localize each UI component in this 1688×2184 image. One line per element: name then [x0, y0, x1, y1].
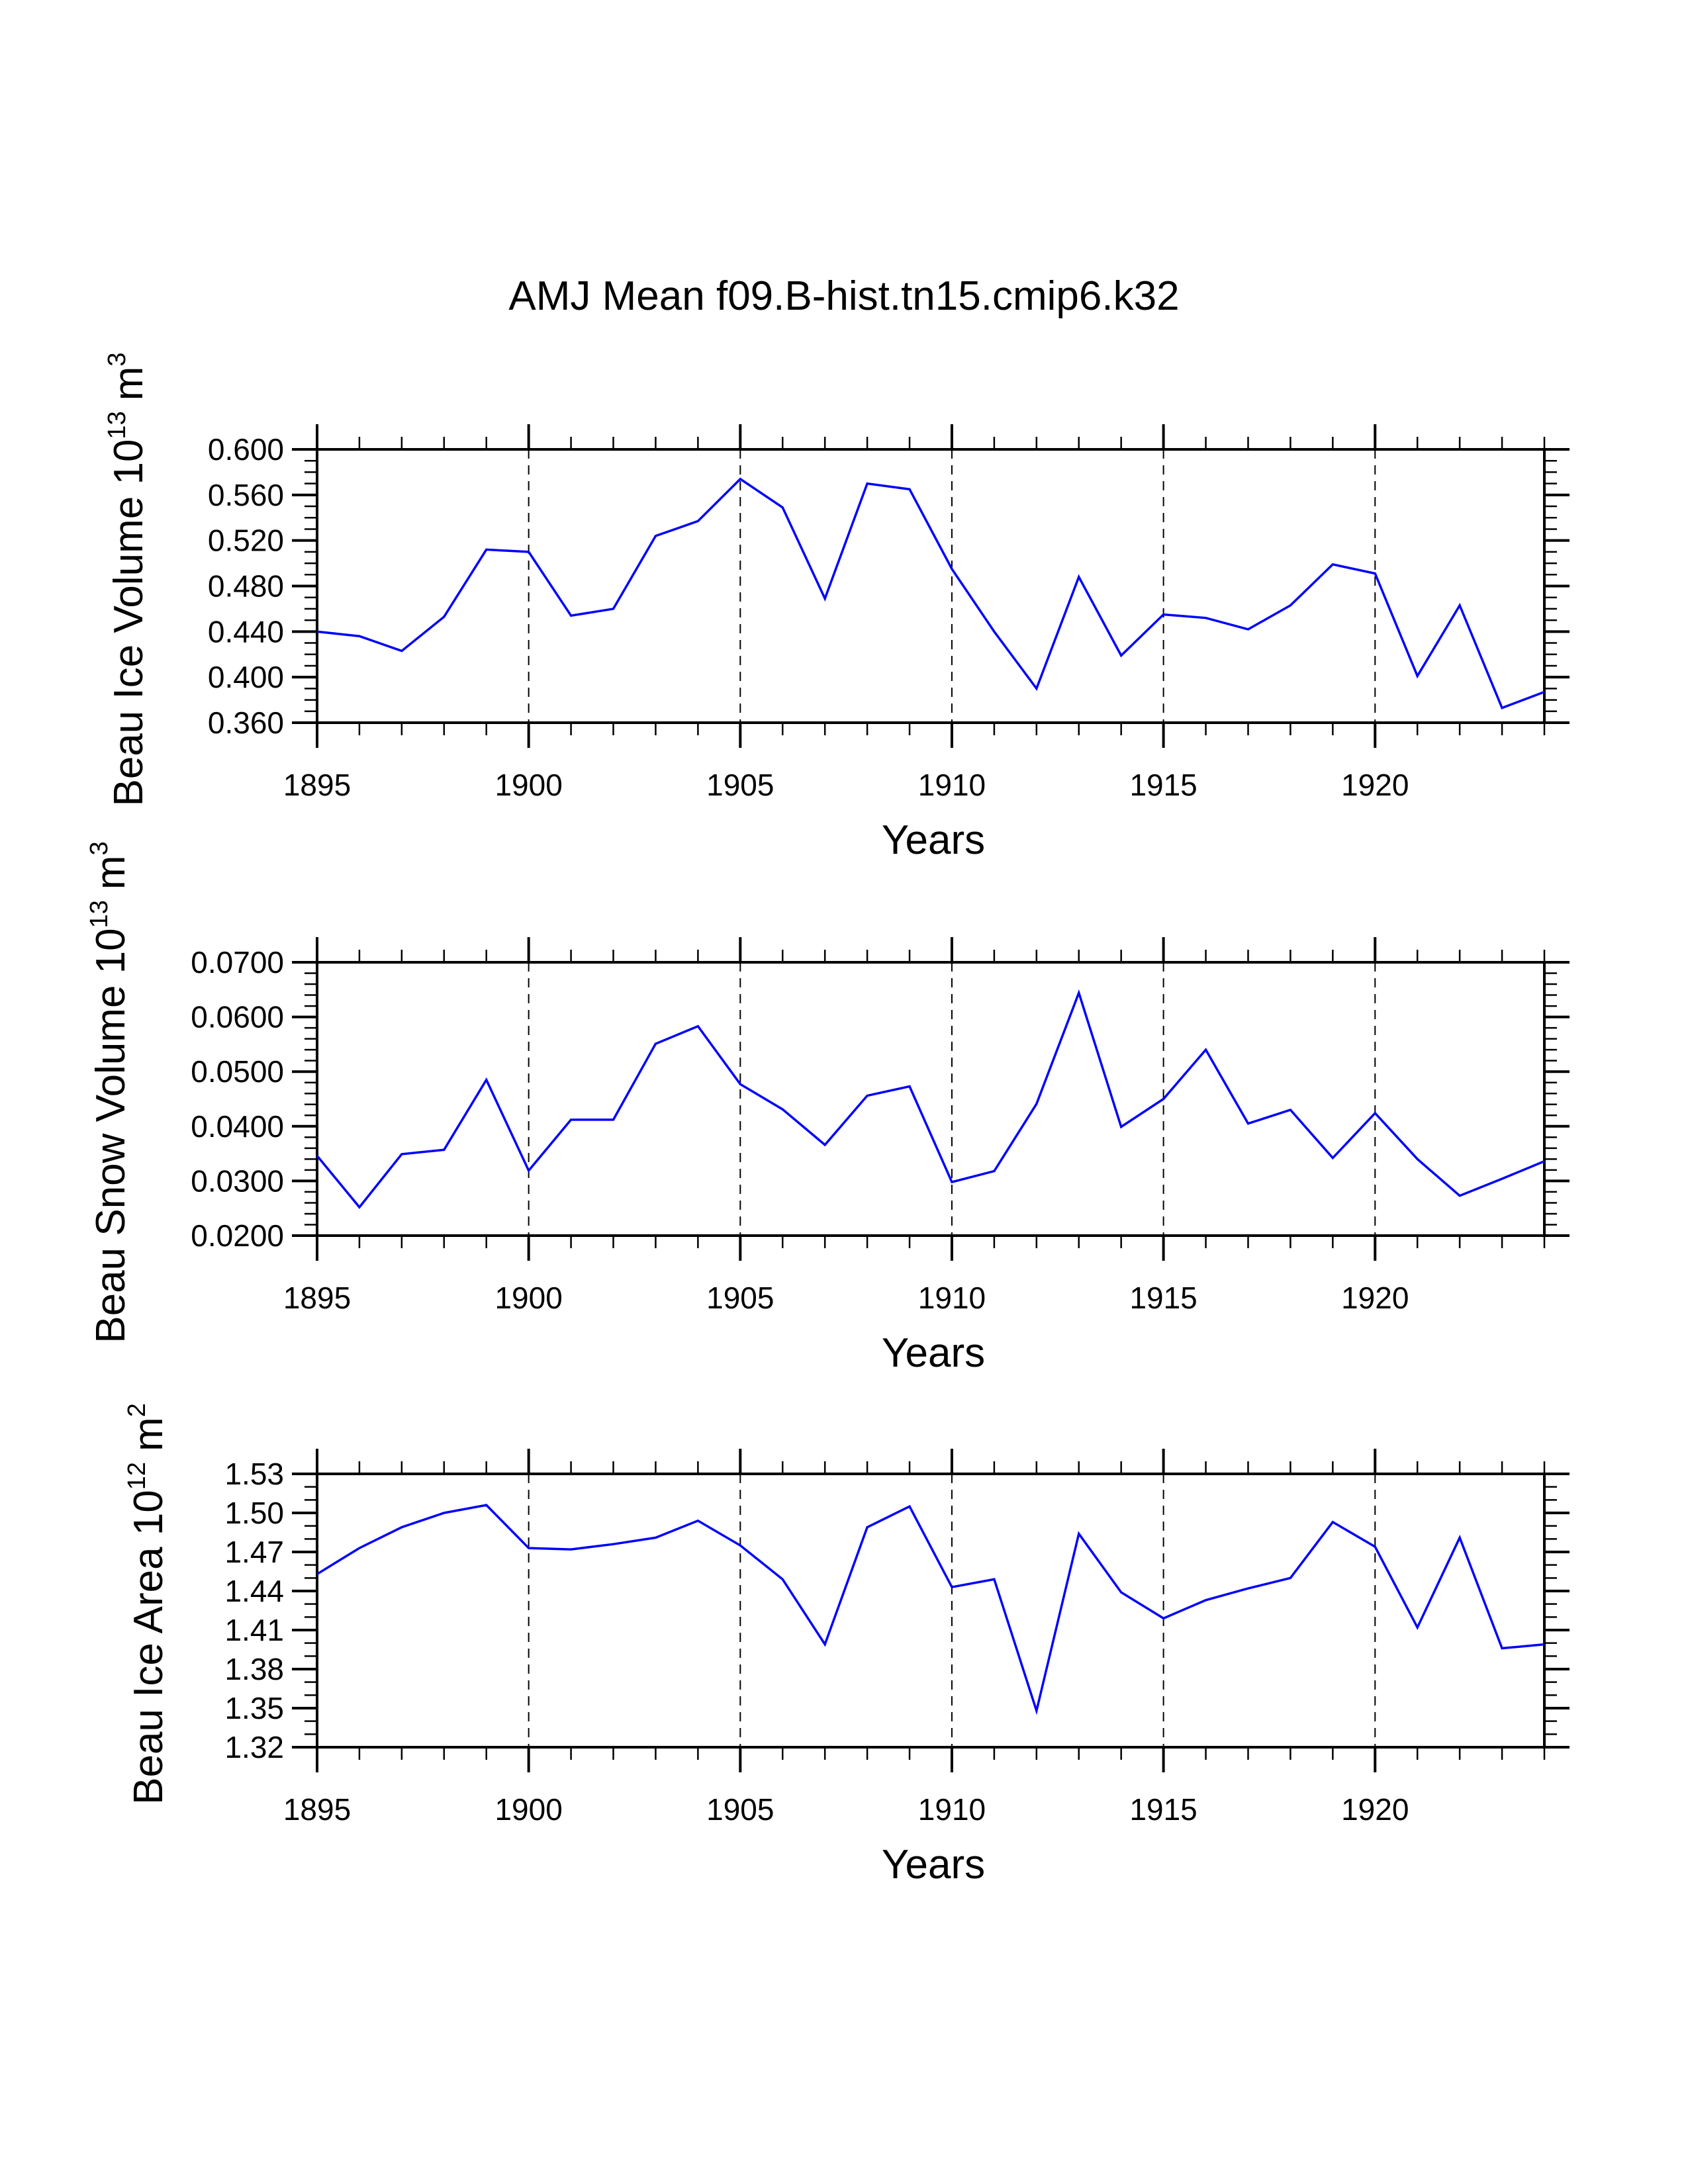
x-axis-label: Years	[882, 1330, 985, 1376]
y-label-unit: m	[88, 855, 134, 889]
plot-frame	[316, 961, 1546, 1237]
series-line	[316, 477, 1545, 709]
series-line	[316, 989, 1545, 1209]
y-tick-label: 1.41	[224, 1613, 284, 1647]
y-label-exponent: 13	[85, 900, 113, 928]
x-tick-label: 1915	[1129, 1281, 1197, 1315]
x-axis-label: Years	[882, 1842, 985, 1888]
y-tick-label: 0.0500	[191, 1054, 284, 1089]
y-tick-label: 1.35	[224, 1691, 284, 1725]
x-tick-label: 1905	[706, 1281, 774, 1315]
y-tick-label: 0.600	[208, 432, 284, 467]
y-axis-label: Beau Snow Volume 1013 m3	[85, 841, 134, 1343]
panel-2: 1895 1900 1905 1910 1915 1920 Years 0.0200 0.030…	[85, 841, 1570, 1376]
y-label-text: Beau Ice Area 10	[126, 1490, 171, 1805]
y-tick-label: 0.400	[208, 660, 284, 694]
y-tick-label: 1.44	[224, 1574, 284, 1608]
y-tick-label: 1.47	[224, 1535, 284, 1569]
y-label-text: Beau Ice Volume 10	[106, 439, 152, 807]
y-tick-label: 0.0200	[191, 1218, 284, 1253]
x-tick-label: 1910	[918, 1281, 986, 1315]
x-tick-label: 1915	[1129, 768, 1197, 802]
y-axis-label: Beau Ice Volume 1013 m3	[103, 352, 152, 806]
x-tick-label: 1910	[918, 768, 986, 802]
y-label-unit-exponent: 3	[103, 352, 131, 366]
y-tick-label: 1.53	[224, 1457, 284, 1491]
x-tick-label: 1920	[1341, 1792, 1409, 1827]
y-tick-label: 0.560	[208, 478, 284, 512]
y-tick-label: 0.0700	[191, 945, 284, 979]
panel-1: 1895 1900 1905 1910 1915 1920 Years 0.360 0.400 0…	[103, 352, 1570, 863]
y-tick-label: 1.50	[224, 1496, 284, 1530]
y-label-unit: m	[106, 367, 152, 401]
plot-frame	[316, 448, 1546, 724]
x-tick-label: 1910	[918, 1792, 986, 1827]
x-tick-label: 1900	[494, 1792, 562, 1827]
x-tick-label: 1905	[706, 768, 774, 802]
x-tick-label: 1905	[706, 1792, 774, 1827]
y-tick-label: 0.520	[208, 523, 284, 558]
y-tick-label: 1.32	[224, 1730, 284, 1764]
y-tick-label: 0.440	[208, 614, 284, 649]
y-label-unit-exponent: 2	[123, 1403, 151, 1417]
x-tick-label: 1895	[283, 1792, 351, 1827]
y-label-text: Beau Snow Volume 10	[88, 928, 134, 1343]
panel-3: 1895 1900 1905 1910 1915 1920 Years 1.32 1.35 1.3…	[123, 1403, 1570, 1888]
x-tick-label: 1920	[1341, 768, 1409, 802]
x-tick-label: 1895	[283, 1281, 351, 1315]
y-tick-label: 1.38	[224, 1652, 284, 1686]
y-label-exponent: 12	[123, 1462, 151, 1490]
x-tick-label: 1920	[1341, 1281, 1409, 1315]
x-axis-label: Years	[882, 817, 985, 863]
y-tick-label: 0.0300	[191, 1163, 284, 1198]
chart-title: AMJ Mean f09.B-hist.tn15.cmip6.k32	[508, 273, 1179, 319]
series-line	[316, 1504, 1545, 1715]
y-label-unit-exponent: 3	[85, 841, 113, 855]
x-tick-label: 1900	[494, 1281, 562, 1315]
y-tick-label: 0.480	[208, 569, 284, 604]
x-tick-label: 1900	[494, 768, 562, 802]
x-tick-label: 1895	[283, 768, 351, 802]
y-label-exponent: 13	[103, 411, 131, 439]
x-tick-label: 1915	[1129, 1792, 1197, 1827]
y-tick-label: 0.0400	[191, 1109, 284, 1144]
y-axis-label: Beau Ice Area 1012 m2	[123, 1403, 171, 1805]
y-tick-label: 0.0600	[191, 1000, 284, 1034]
y-label-unit: m	[126, 1417, 171, 1451]
y-tick-label: 0.360	[208, 705, 284, 740]
plot-frame	[316, 1473, 1546, 1749]
